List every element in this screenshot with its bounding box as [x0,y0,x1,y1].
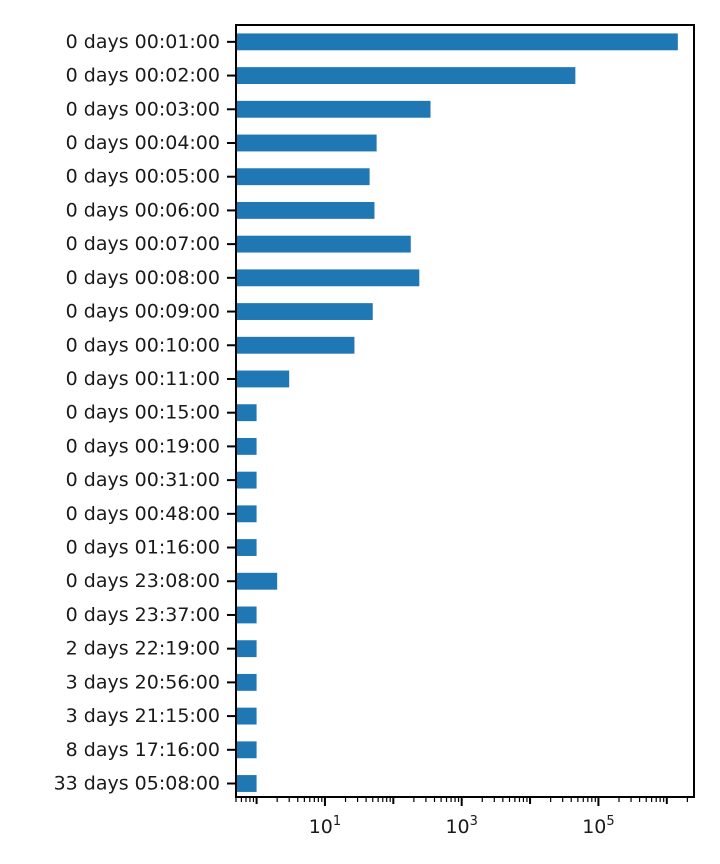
y-tick-label-4: 0 days 00:05:00 [66,166,220,188]
y-tick-label-11: 0 days 00:15:00 [66,402,220,424]
x-tick-label-1: 103 [445,814,477,838]
bar-6 [236,235,411,253]
y-tick-label-14: 0 days 00:48:00 [66,503,220,525]
y-tick-label-16: 0 days 23:08:00 [66,570,220,592]
y-tick-label-17: 0 days 23:37:00 [66,604,220,626]
y-tick-label-21: 8 days 17:16:00 [66,739,220,761]
bar-19 [236,673,257,691]
y-tick-label-0: 0 days 00:01:00 [66,31,220,53]
y-tick-label-6: 0 days 00:07:00 [66,233,220,255]
bar-14 [236,505,257,523]
y-tick-label-7: 0 days 00:08:00 [66,267,220,289]
y-tick-label-20: 3 days 21:15:00 [66,705,220,727]
y-tick-label-15: 0 days 01:16:00 [66,537,220,559]
y-tick-label-2: 0 days 00:03:00 [66,98,220,120]
bar-10 [236,370,290,388]
y-tick-label-13: 0 days 00:31:00 [66,469,220,491]
y-tick-label-12: 0 days 00:19:00 [66,435,220,457]
bar-5 [236,201,375,219]
y-axis-ticks: 0 days 00:01:00 0 days 00:02:00 0 days 00:… [54,31,236,795]
y-tick-label-10: 0 days 00:11:00 [66,368,220,390]
bar-13 [236,471,257,489]
x-tick-label-0: 101 [309,814,341,838]
bar-11 [236,404,257,422]
bar-8 [236,303,373,320]
y-tick-label-8: 0 days 00:09:00 [66,301,220,323]
bar-9 [236,336,355,354]
bar-16 [236,572,278,590]
y-tick-label-9: 0 days 00:10:00 [66,334,220,356]
bar-22 [236,775,257,792]
y-tick-label-5: 0 days 00:06:00 [66,199,220,221]
bar-1 [236,67,576,84]
bars-group [236,33,678,792]
y-tick-label-1: 0 days 00:02:00 [66,65,220,87]
bar-18 [236,640,257,658]
x-axis-ticks: 101 103 105 [235,797,688,838]
bar-3 [236,134,377,152]
bar-4 [236,168,370,186]
bar-2 [236,100,431,118]
plot-frame [235,24,695,798]
bar-21 [236,741,257,759]
y-tick-label-22: 33 days 05:08:00 [54,773,220,795]
x-tick-label-2: 105 [582,814,614,838]
bar-15 [236,539,257,556]
y-tick-label-18: 2 days 22:19:00 [66,638,220,660]
bar-7 [236,269,420,287]
bar-12 [236,437,257,455]
bar-0 [236,33,678,51]
y-tick-label-19: 3 days 20:56:00 [66,671,220,693]
bar-20 [236,707,257,725]
bar-17 [236,606,257,624]
y-tick-label-3: 0 days 00:04:00 [66,132,220,154]
